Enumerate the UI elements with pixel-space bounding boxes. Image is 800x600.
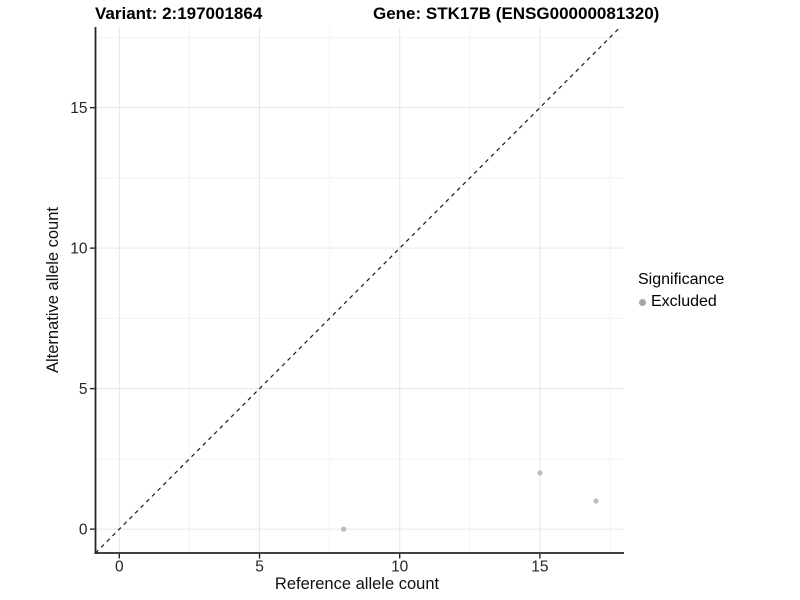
- y-tick-label: 15: [70, 100, 87, 117]
- data-point: [593, 498, 599, 504]
- x-tick-label: 5: [255, 559, 264, 576]
- data-point: [341, 526, 347, 532]
- legend-title: Significance: [638, 271, 725, 288]
- legend: Significance Excluded: [638, 270, 724, 311]
- x-tick-label: 15: [531, 559, 548, 576]
- y-axis-label: Alternative allele count: [44, 207, 62, 374]
- legend-item-label: Excluded: [651, 293, 717, 310]
- x-tick-label: 10: [391, 559, 409, 576]
- plot-title-variant: Variant: 2:197001864: [95, 4, 263, 23]
- plot-title-gene: Gene: STK17B (ENSG00000081320): [373, 4, 660, 23]
- data-point: [537, 470, 543, 476]
- legend-item-excluded: Excluded: [639, 293, 724, 311]
- y-tick-label: 0: [79, 522, 88, 539]
- x-tick-label: 0: [115, 559, 124, 576]
- y-tick-label: 10: [70, 241, 88, 258]
- x-axis-label: Reference allele count: [274, 575, 440, 593]
- y-tick-label: 5: [79, 381, 88, 398]
- excluded-dot-icon: [639, 298, 646, 306]
- identity-line: [95, 26, 621, 554]
